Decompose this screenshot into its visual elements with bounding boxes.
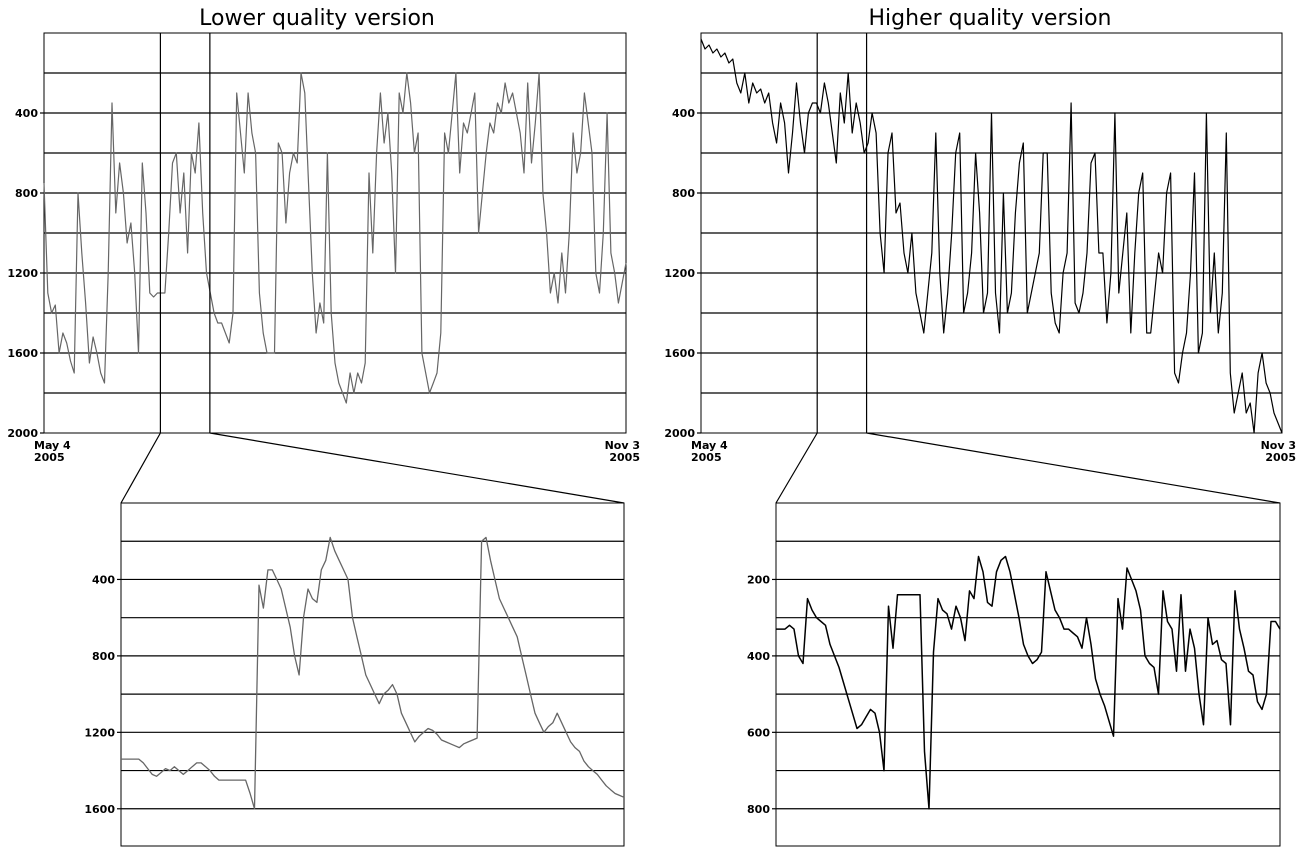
y-tick-label: 800 (92, 650, 115, 663)
y-tick-label: 1200 (7, 267, 38, 280)
series-line (700, 38, 1283, 434)
series-line (121, 536, 625, 810)
series-line (43, 72, 627, 404)
y-tick-label: 1200 (664, 267, 695, 280)
lower-quality-title: Lower quality version (199, 6, 435, 31)
y-tick-label: 800 (747, 803, 770, 816)
zoom-connector-right (209, 432, 625, 504)
y-tick-label: 1600 (84, 803, 115, 816)
y-tick-label: 400 (92, 573, 115, 586)
x-end-date-label: Nov 3 2005 (605, 439, 640, 464)
y-tick-label: 400 (672, 107, 695, 120)
y-tick-label: 200 (747, 573, 770, 586)
x-start-date-label: May 4 2005 (34, 439, 71, 464)
y-tick-label: 400 (15, 107, 38, 120)
y-tick-label: 2000 (664, 427, 695, 440)
higher-quality-title: Higher quality version (869, 6, 1112, 31)
y-tick-label: 800 (15, 187, 38, 200)
higher-quality-zoom-chart: 200 400 600 800 (747, 502, 1281, 847)
lower-quality-zoom-chart: 400 800 1200 1600 (84, 502, 625, 847)
y-tick-label: 1600 (664, 347, 695, 360)
x-end-date-label: Nov 3 2005 (1261, 439, 1296, 464)
y-tick-label: 800 (672, 187, 695, 200)
plot-frame (700, 32, 1283, 434)
zoom-connector-left (120, 432, 161, 504)
plot-frame (775, 502, 1281, 847)
y-tick-label: 400 (747, 650, 770, 663)
y-tick-label: 2000 (7, 427, 38, 440)
plot-frame (120, 502, 625, 847)
y-tick-label: 600 (747, 726, 770, 739)
series-line (776, 555, 1281, 810)
plot-frame (43, 32, 627, 434)
zoom-connector-right (866, 432, 1281, 504)
zoom-connector-left (775, 432, 818, 504)
x-start-date-label: May 4 2005 (691, 439, 728, 464)
y-tick-label: 1200 (84, 726, 115, 739)
y-tick-label: 1600 (7, 347, 38, 360)
